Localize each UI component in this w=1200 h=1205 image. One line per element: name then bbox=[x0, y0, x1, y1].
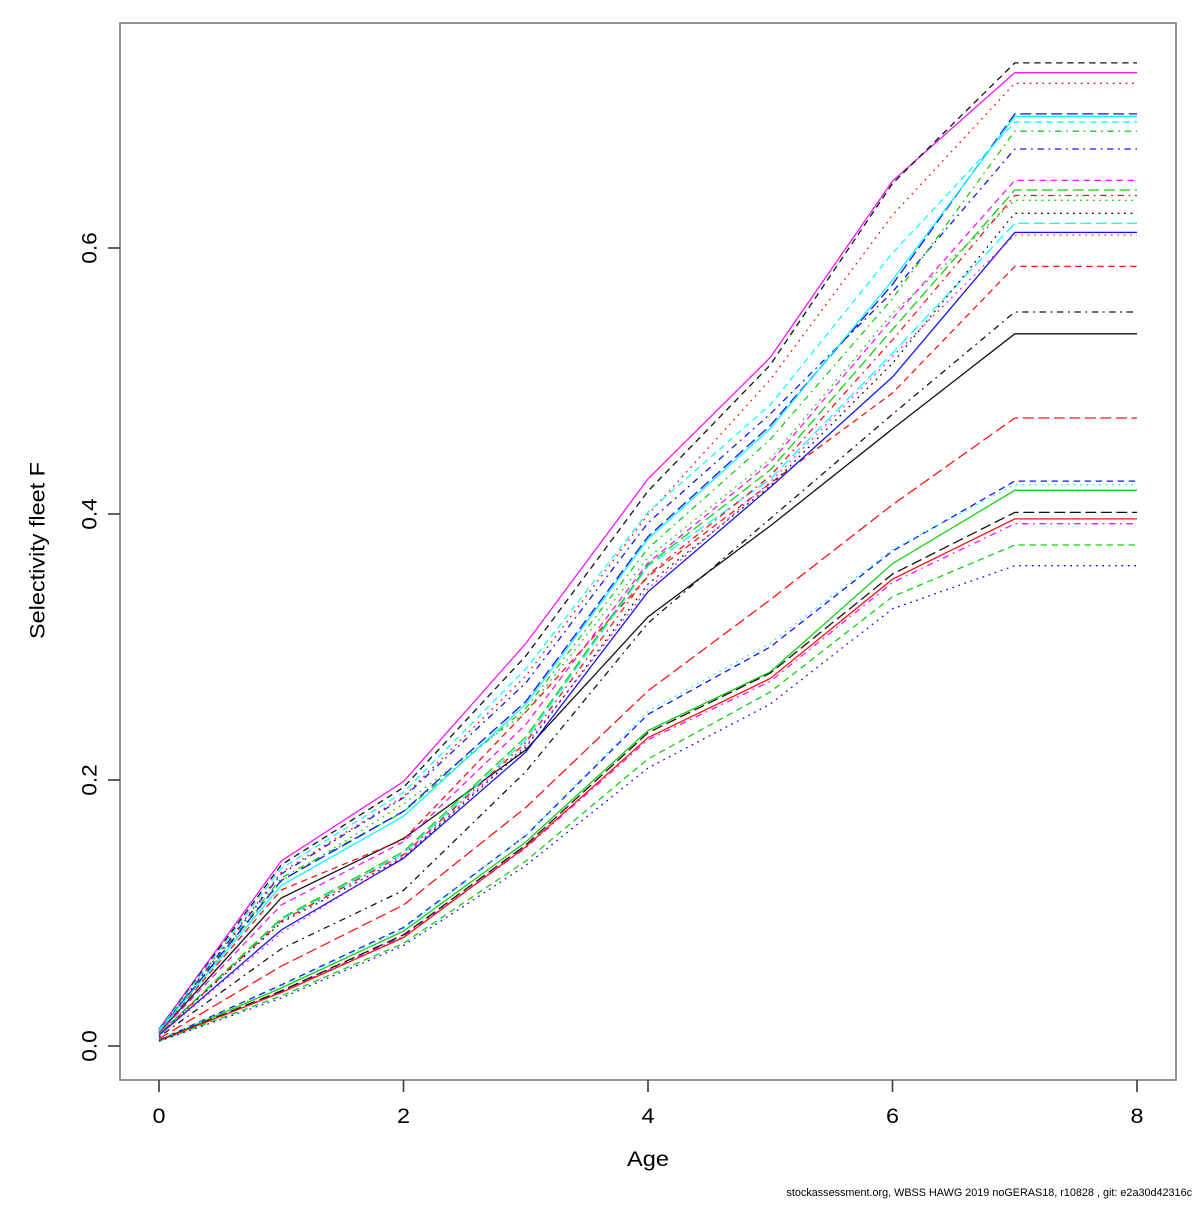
svg-text:0.4: 0.4 bbox=[79, 498, 102, 530]
svg-text:2: 2 bbox=[397, 1105, 410, 1128]
svg-text:0.2: 0.2 bbox=[79, 764, 102, 796]
svg-text:6: 6 bbox=[886, 1105, 899, 1128]
svg-text:Selectivity fleet F: Selectivity fleet F bbox=[27, 462, 50, 639]
svg-text:8: 8 bbox=[1131, 1105, 1144, 1128]
svg-text:4: 4 bbox=[642, 1105, 655, 1128]
svg-text:0.0: 0.0 bbox=[79, 1030, 102, 1062]
svg-text:Age: Age bbox=[627, 1148, 669, 1171]
svg-text:stockassessment.org, WBSS HAWG: stockassessment.org, WBSS HAWG 2019 noGE… bbox=[787, 1187, 1193, 1199]
svg-text:0: 0 bbox=[153, 1105, 166, 1128]
svg-text:0.6: 0.6 bbox=[79, 232, 102, 264]
